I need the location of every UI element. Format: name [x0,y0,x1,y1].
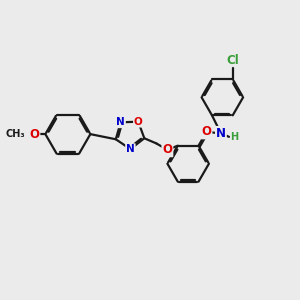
Text: H: H [230,132,238,142]
Text: CH₃: CH₃ [5,129,25,139]
Text: O: O [202,125,212,138]
Text: O: O [134,117,143,127]
Text: O: O [162,143,172,156]
Text: N: N [126,144,135,154]
Text: O: O [29,128,39,141]
Text: N: N [116,117,125,127]
Text: N: N [216,127,226,140]
Text: Cl: Cl [226,54,239,67]
